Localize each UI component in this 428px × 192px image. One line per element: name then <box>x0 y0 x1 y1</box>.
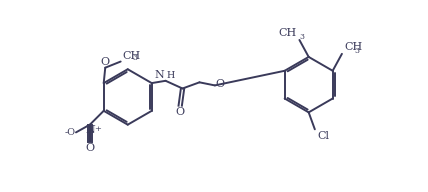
Text: O: O <box>100 57 109 67</box>
Text: O: O <box>216 79 225 89</box>
Text: CH: CH <box>122 51 140 61</box>
Text: O: O <box>85 143 95 153</box>
Text: O: O <box>175 107 184 117</box>
Text: Cl: Cl <box>317 131 329 141</box>
Text: CH: CH <box>344 42 363 52</box>
Text: N: N <box>85 125 95 135</box>
Text: H: H <box>166 71 175 80</box>
Text: 3: 3 <box>299 33 304 41</box>
Text: 3: 3 <box>132 54 137 62</box>
Text: 3: 3 <box>354 47 359 55</box>
Text: -O: -O <box>64 128 75 137</box>
Text: +: + <box>95 125 101 133</box>
Text: CH: CH <box>279 28 297 38</box>
Text: N: N <box>155 70 164 80</box>
